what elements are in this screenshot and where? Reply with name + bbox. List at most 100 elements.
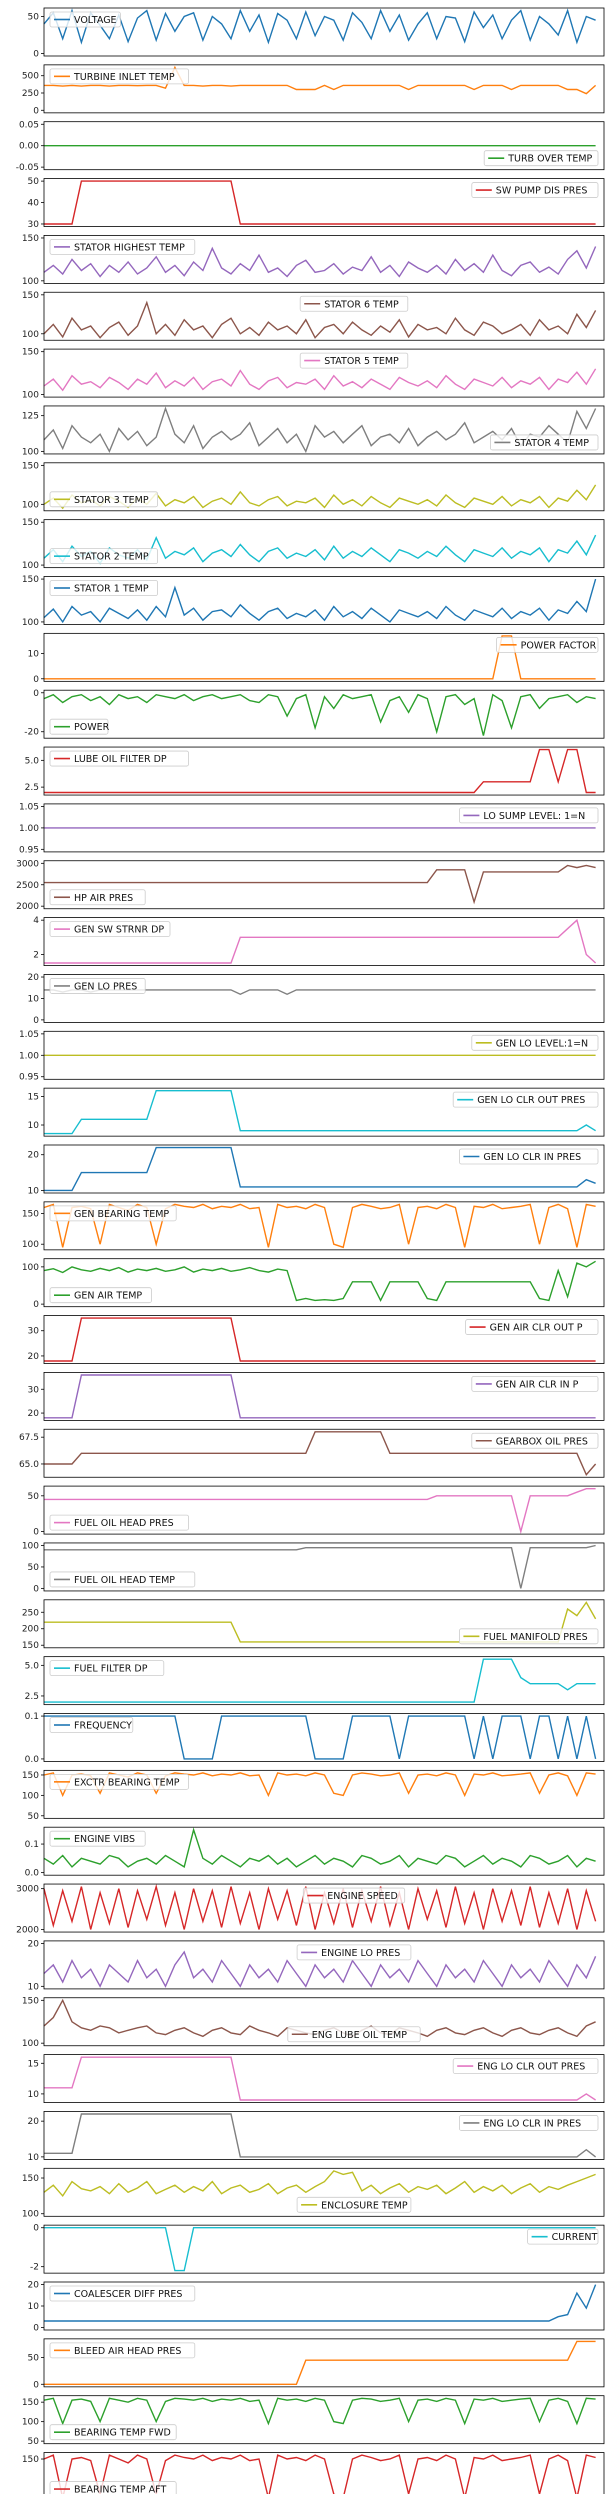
data-line <box>43 1260 596 1302</box>
y-tick-label: 50 <box>28 1563 40 1573</box>
subplot: 1.05 1.00 0.95 GEN LO LEVEL:1=N <box>19 1030 605 1083</box>
subplot: 0.05 0.00 -0.05 TURB OVER TEMP <box>16 120 605 173</box>
subplot: 10 0 POWER FACTOR <box>28 632 605 685</box>
y-tick-label: 100 <box>22 1791 39 1801</box>
legend-label: FREQUENCY <box>74 1721 132 1732</box>
axes-frame <box>43 1599 605 1649</box>
y-tick-label: 0 <box>33 689 39 699</box>
data-line <box>43 1772 596 1798</box>
legend-box <box>49 1287 152 1304</box>
data-line <box>43 578 597 624</box>
y-tick-label: 30 <box>28 220 40 230</box>
legend-label: CURRENT <box>552 2232 598 2243</box>
y-tick-label: 0 <box>33 675 39 685</box>
legend-label: BLEED AIR HEAD PRES <box>74 2346 181 2357</box>
axes-frame <box>43 64 605 114</box>
axes-frame <box>43 2224 605 2274</box>
legend-box <box>49 580 158 596</box>
legend-box <box>465 1319 599 1335</box>
y-tick-label: 0 <box>33 2323 39 2333</box>
legend-box <box>49 1717 134 1733</box>
legend-box <box>287 2026 421 2043</box>
legend-label: LO SUMP LEVEL: 1=N <box>483 811 585 822</box>
legend: GEN SW STRNR DP <box>49 921 171 937</box>
legend-box <box>483 150 599 167</box>
y-tick-label: 100 <box>22 391 39 401</box>
data-line <box>44 918 597 964</box>
subplot: 150 100 ENG LUBE OIL TEMP <box>22 1996 605 2049</box>
axes-frame <box>43 1428 605 1478</box>
legend: STATOR 6 TEMP <box>299 295 409 312</box>
legend-label: SW PUMP DIS PRES <box>496 186 588 197</box>
legend: FREQUENCY <box>49 1717 134 1733</box>
y-tick-label: 10 <box>28 1186 40 1196</box>
y-tick-label: 100 <box>22 1542 39 1552</box>
y-tick-label: 10 <box>28 2302 40 2312</box>
subplot: 67.5 65.0 GEARBOX OIL PRES <box>19 1428 605 1478</box>
legend-label: POWER <box>74 722 110 733</box>
axes-frame <box>43 405 605 455</box>
axes-frame <box>43 1826 605 1876</box>
legend: FUEL FILTER DP <box>49 1660 165 1677</box>
legend: GEN AIR CLR OUT P <box>465 1319 599 1335</box>
legend-box <box>296 1944 412 1961</box>
legend-label: POWER FACTOR <box>521 640 597 651</box>
axes-frame <box>43 1656 605 1706</box>
legend-box <box>49 11 121 28</box>
y-tick-label: 15 <box>28 1092 39 1102</box>
axes-frame <box>43 1940 605 1990</box>
y-tick-label: 100 <box>22 1263 39 1273</box>
axes-frame <box>43 1769 605 1819</box>
y-tick-label: 10 <box>28 1121 40 1131</box>
legend: GEN LO LEVEL:1=N <box>471 1034 599 1051</box>
legend-box <box>49 889 146 906</box>
legend-box <box>452 1091 599 1108</box>
data-line <box>44 748 596 794</box>
legend: ENG LUBE OIL TEMP <box>287 2026 421 2043</box>
legend-box <box>49 2342 196 2359</box>
y-tick-label: 0 <box>33 49 39 59</box>
subplot: 50 0 BLEED AIR HEAD PRES <box>28 2338 605 2390</box>
axes-frame <box>43 1372 605 1421</box>
subplot: 20 10 ENGINE LO PRES <box>28 1939 605 1992</box>
legend-label: STATOR HIGHEST TEMP <box>74 242 185 253</box>
legend-label: GEN AIR TEMP <box>74 1291 142 1302</box>
y-tick-label: 150 <box>22 2455 39 2465</box>
legend: STATOR 2 TEMP <box>49 548 158 565</box>
data-line <box>43 368 597 392</box>
y-tick-label: 100 <box>22 2418 39 2428</box>
legend-box <box>49 1571 196 1588</box>
axes-frame <box>43 1713 605 1762</box>
axes-frame <box>43 2111 605 2160</box>
axes-frame <box>43 2054 605 2104</box>
legend: ENCLOSURE TEMP <box>296 2196 412 2213</box>
y-tick-label: 40 <box>28 199 40 209</box>
y-tick-label: 50 <box>28 1812 40 1822</box>
legend-box <box>49 978 146 994</box>
y-tick-label: 250 <box>22 89 39 99</box>
axes-frame <box>43 348 605 398</box>
legend-box <box>49 238 196 255</box>
y-tick-label: 100 <box>22 330 39 340</box>
y-tick-label: 3000 <box>16 859 39 869</box>
legend-label: GEN LO CLR OUT PRES <box>477 1095 585 1106</box>
y-tick-label: 150 <box>22 1996 39 2006</box>
legend-box <box>302 1887 406 1904</box>
axes-frame <box>43 234 605 284</box>
data-line <box>43 693 596 736</box>
legend: BLEED AIR HEAD PRES <box>49 2342 196 2359</box>
legend-box <box>452 2058 599 2075</box>
subplot: 150 100 STATOR 5 TEMP <box>22 348 605 401</box>
legend-box <box>299 352 409 369</box>
axes-frame <box>43 2167 605 2217</box>
subplot: 500 250 0 TURBINE INLET TEMP <box>22 64 605 116</box>
legend: STATOR 3 TEMP <box>49 491 158 508</box>
subplot: 150100BEARING TEMP AFT <box>22 2452 605 2494</box>
y-tick-label: 125 <box>22 412 39 422</box>
subplot: 30 20 GEN AIR CLR IN P <box>28 1372 605 1421</box>
legend: TURBINE INLET TEMP <box>49 68 190 85</box>
subplot: 20 10 0 GEN LO PRES <box>28 973 605 1026</box>
data-line <box>43 1827 596 1868</box>
y-tick-label: 150 <box>22 575 39 585</box>
legend-box <box>489 434 599 451</box>
